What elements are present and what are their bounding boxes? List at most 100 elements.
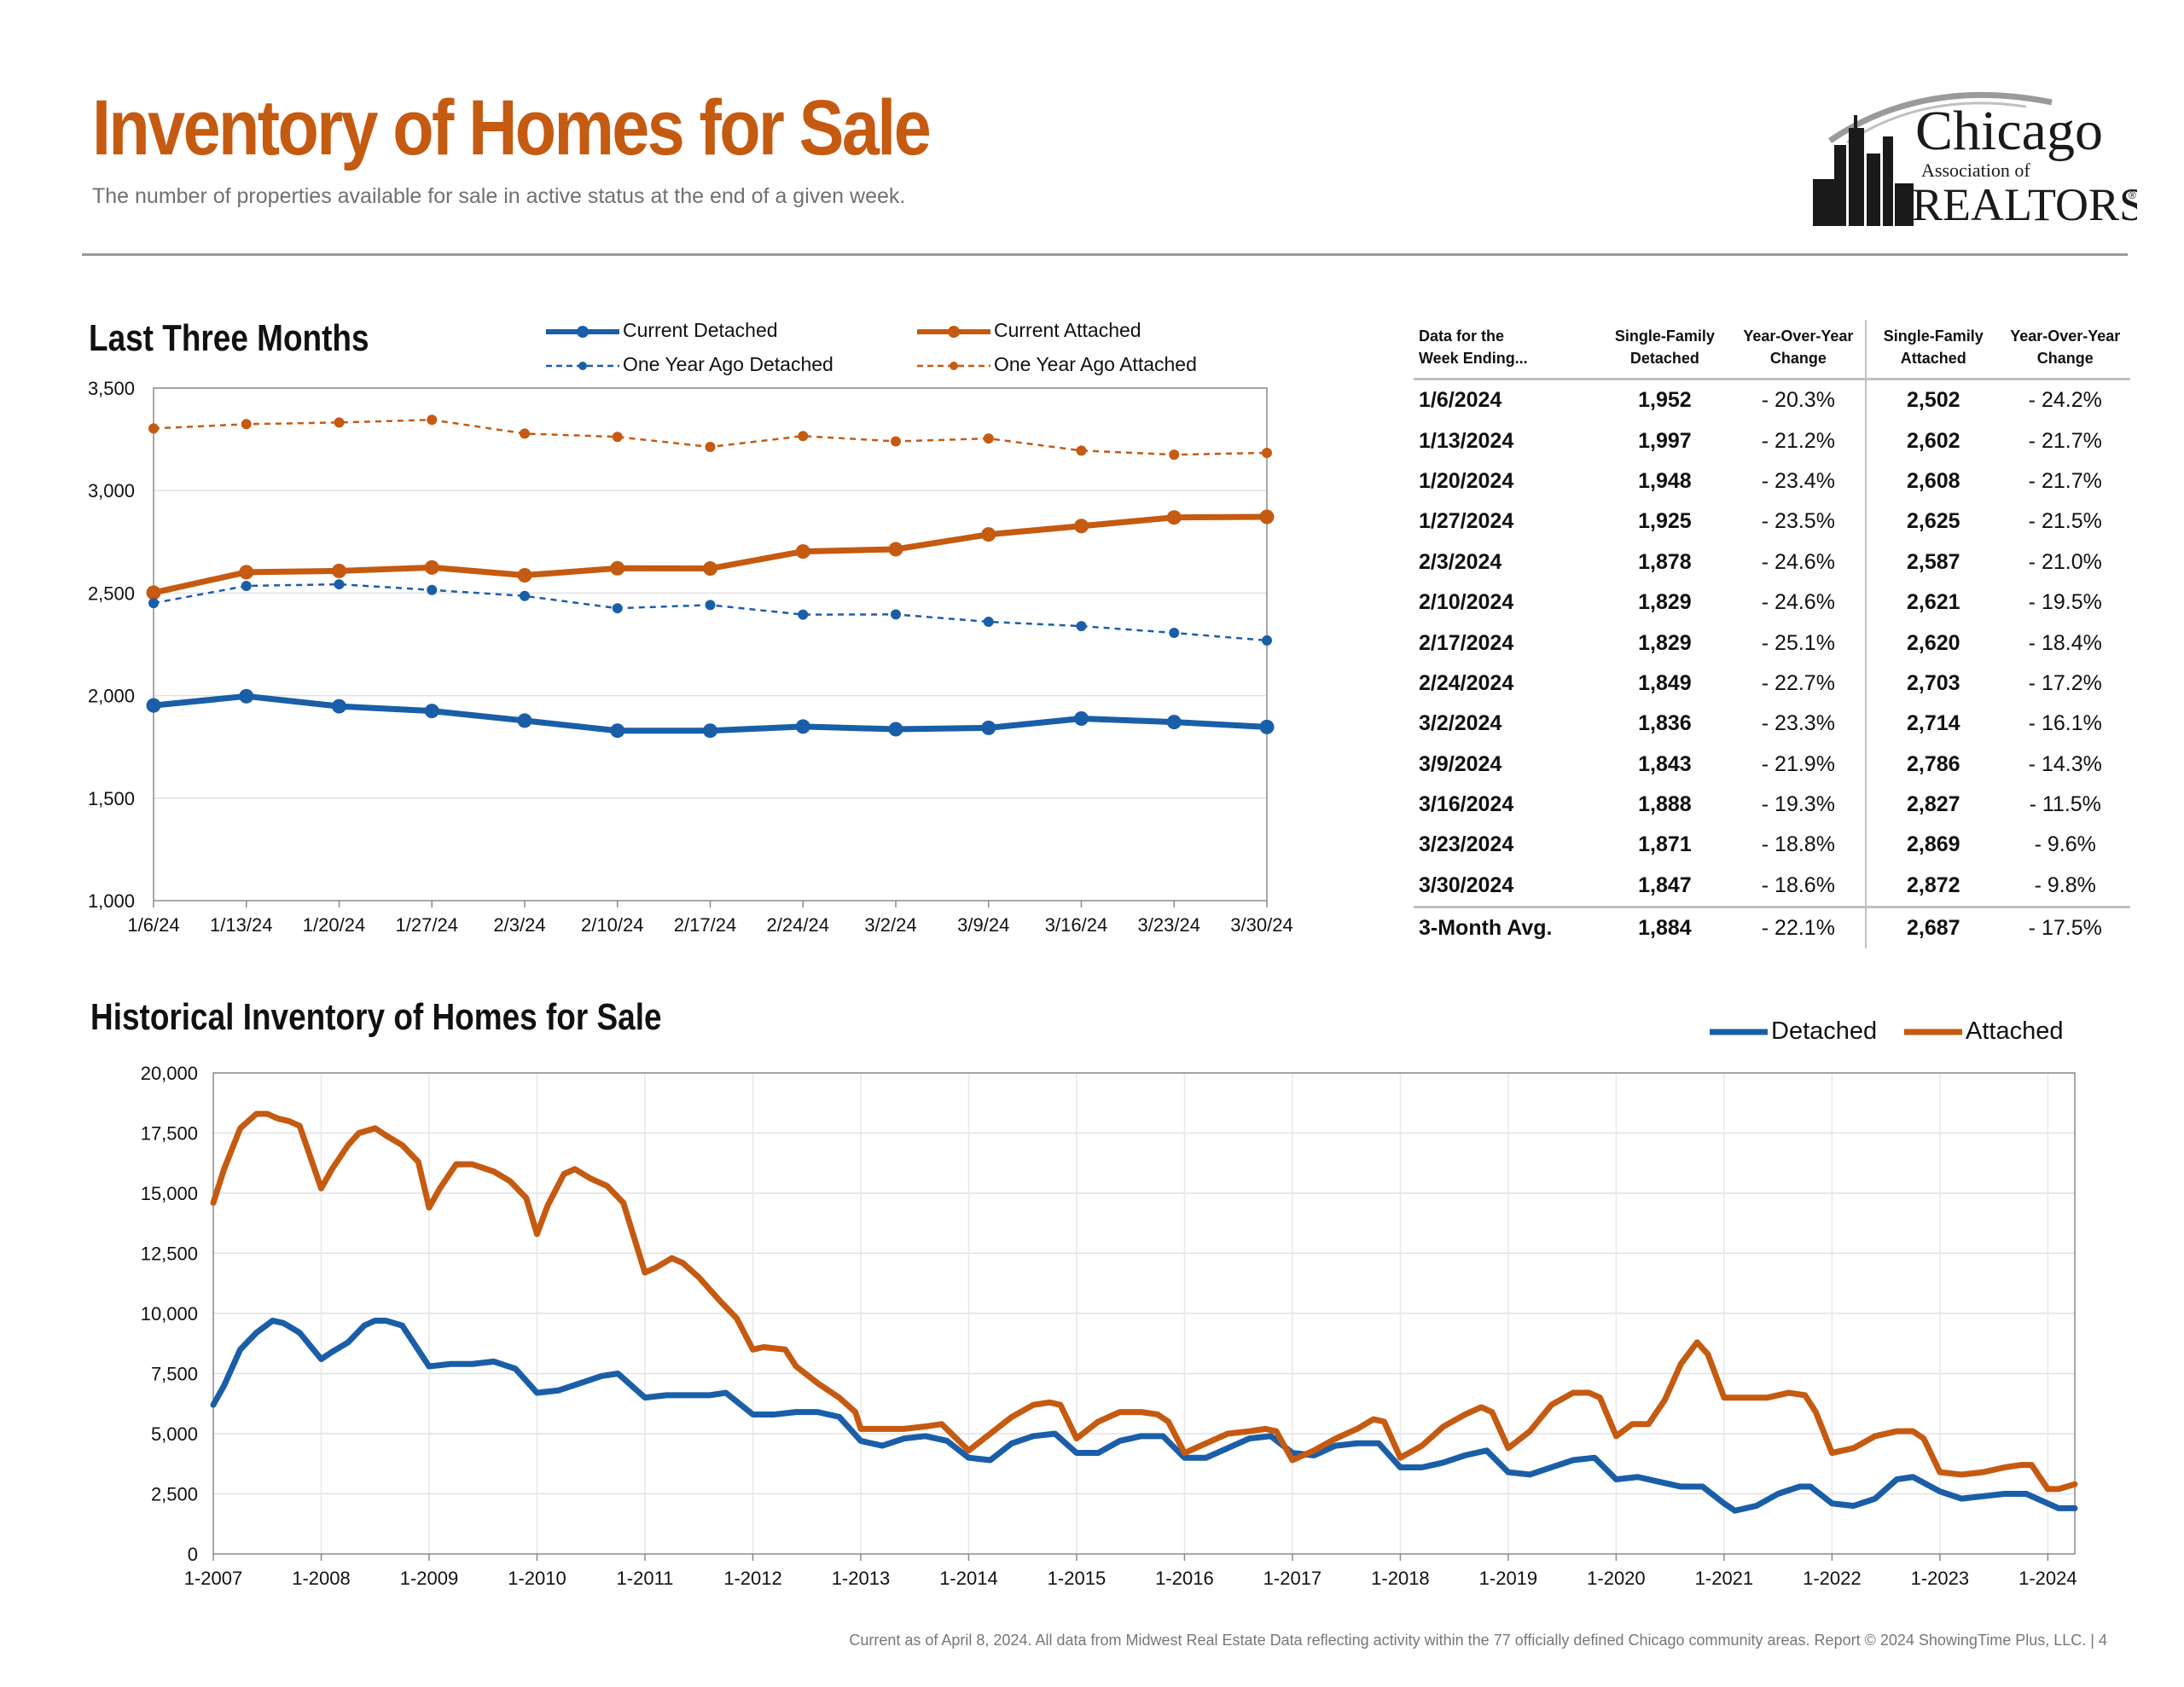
series-line-attached — [210, 1110, 2078, 1493]
legend-detached: Detached — [1708, 1017, 1877, 1046]
data-point-current-attached — [795, 544, 810, 559]
legend-label-detached: Detached — [1771, 1017, 1878, 1045]
table-header-week: Data for the Week Ending... — [1414, 320, 1599, 380]
table-cell: 2,703 — [1865, 663, 2001, 704]
legend-label-year-ago-attached: One Year Ago Attached — [994, 353, 1197, 375]
data-point-current-detached — [981, 720, 996, 735]
table-cell: - 9.8% — [2034, 872, 2096, 897]
legend-swatch-year-ago-detached — [546, 361, 619, 370]
table-cell: - 21.0% — [2028, 549, 2102, 574]
x-tick-label: 1-2020 — [1587, 1568, 1646, 1589]
data-point-one-year-ago-attached — [891, 436, 901, 447]
historical-chart-title: Historical Inventory of Homes for Sale — [90, 996, 662, 1038]
data-point-current-detached — [146, 698, 161, 713]
table-cell: 1/13/2024 — [1419, 428, 1514, 453]
table-cell: 1/27/2024 — [1419, 509, 1514, 534]
x-tick-label: 1-2014 — [939, 1568, 998, 1589]
table-cell: 3-Month Avg. — [1414, 906, 1599, 949]
svg-text:®: ® — [2129, 189, 2136, 201]
table-row: 2/17/2024 1,829 - 25.1% 2,620 - 18.4% — [1414, 623, 2130, 664]
table-row: 1/27/2024 1,925 - 23.5% 2,625 - 21.5% — [1414, 501, 2130, 542]
table-cell: 2,502 — [1865, 379, 2001, 421]
table-row: 3/30/2024 1,847 - 18.6% 2,872 - 9.8% — [1414, 865, 2130, 907]
y-tick-label: 12,500 — [141, 1244, 198, 1265]
table-cell: 2,786 — [1865, 744, 2001, 785]
table-cell: 1,847 — [1638, 872, 1692, 897]
legend-current-detached: Current Detached — [544, 319, 778, 342]
data-point-one-year-ago-attached — [612, 432, 623, 443]
table-cell: 1,884 — [1598, 906, 1732, 949]
data-point-one-year-ago-detached — [1262, 635, 1272, 646]
data-point-one-year-ago-attached — [148, 423, 159, 434]
table-cell: - 21.7% — [2028, 468, 2102, 493]
svg-text:Chicago: Chicago — [1915, 100, 2103, 162]
data-point-current-detached — [610, 723, 625, 739]
y-tick-label: 3,500 — [88, 378, 135, 399]
x-tick-label: 2/3/24 — [493, 914, 545, 936]
data-point-current-attached — [1074, 519, 1089, 534]
table-cell: 1,836 — [1638, 711, 1692, 736]
data-point-current-detached — [424, 704, 439, 719]
y-tick-label: 0 — [188, 1544, 198, 1565]
table-cell: - 22.1% — [1731, 906, 1867, 949]
table-cell: - 23.3% — [1761, 711, 1835, 736]
y-tick-label: 1,000 — [88, 890, 135, 912]
plot-frame — [212, 1072, 2076, 1555]
x-tick-label: 1-2019 — [1479, 1568, 1538, 1589]
y-tick-label: 5,000 — [151, 1423, 198, 1445]
table-header-text: Year-Over-Year — [1743, 328, 1854, 345]
data-point-current-attached — [146, 585, 161, 600]
table-cell: 2,608 — [1865, 461, 2001, 502]
data-point-one-year-ago-detached — [334, 579, 345, 590]
y-tick-label: 15,000 — [141, 1183, 198, 1204]
x-tick-label: 1-2016 — [1155, 1568, 1214, 1589]
data-point-current-detached — [888, 722, 903, 737]
series-line-one-year-ago-detached — [153, 583, 1268, 642]
table-cell: 2/3/2024 — [1419, 549, 1502, 574]
data-point-current-attached — [1166, 510, 1182, 525]
table-cell: 2,869 — [1865, 825, 2001, 866]
data-point-one-year-ago-attached — [798, 431, 809, 442]
legend-year-ago-detached: One Year Ago Detached — [544, 353, 834, 376]
table-cell: - 17.2% — [2028, 670, 2102, 695]
data-point-one-year-ago-attached — [705, 441, 716, 452]
x-tick-label: 1/20/24 — [303, 914, 365, 936]
data-point-one-year-ago-detached — [241, 580, 252, 591]
data-point-one-year-ago-detached — [1076, 621, 1087, 632]
table-cell: 3/30/2024 — [1419, 872, 1514, 897]
table-cell: 3/2/2024 — [1419, 711, 1502, 736]
data-point-current-detached — [703, 723, 717, 739]
data-point-current-attached — [1259, 509, 1275, 525]
table-header-text: Attached — [1900, 350, 1966, 367]
table-cell: 2,620 — [1865, 623, 2001, 664]
series-line-one-year-ago-attached — [153, 419, 1268, 456]
table-cell: - 24.6% — [1761, 590, 1835, 615]
table-row: 1/20/2024 1,948 - 23.4% 2,608 - 21.7% — [1414, 461, 2130, 502]
table-header-text: Single-Family — [1614, 328, 1715, 345]
data-point-one-year-ago-detached — [983, 617, 994, 628]
svg-text:REALTORS: REALTORS — [1912, 179, 2137, 230]
weekly-inventory-table: Data for the Week Ending... Single-Family… — [1414, 320, 2130, 949]
x-tick-label: 1-2007 — [184, 1568, 243, 1589]
data-point-one-year-ago-detached — [612, 603, 623, 614]
table-header-text: Year-Over-Year — [2010, 328, 2121, 345]
table-header-detached-change: Year-Over-Year Change — [1731, 320, 1867, 380]
x-tick-label: 2/24/24 — [767, 914, 829, 936]
x-tick-label: 3/30/24 — [1230, 914, 1292, 936]
data-point-current-detached — [795, 719, 810, 734]
table-row: 1/6/2024 1,952 - 20.3% 2,502 - 24.2% — [1414, 379, 2130, 421]
data-point-current-attached — [610, 560, 625, 576]
series-line-current-detached — [153, 693, 1268, 734]
data-point-current-attached — [424, 559, 439, 575]
table-row: 3/23/2024 1,871 - 18.8% 2,869 - 9.6% — [1414, 825, 2130, 866]
table-row: 1/13/2024 1,997 - 21.2% 2,602 - 21.7% — [1414, 420, 2130, 461]
x-tick-label: 3/9/24 — [957, 914, 1009, 936]
legend-swatch-detached — [1710, 1029, 1768, 1035]
page-title: Inventory of Homes for Sale — [92, 84, 932, 171]
table-cell: 1/6/2024 — [1419, 388, 1502, 413]
y-tick-label: 10,000 — [141, 1303, 198, 1325]
data-point-one-year-ago-detached — [1169, 628, 1180, 639]
data-point-one-year-ago-detached — [891, 609, 901, 620]
data-point-current-attached — [239, 565, 254, 580]
data-point-one-year-ago-attached — [1169, 449, 1180, 461]
